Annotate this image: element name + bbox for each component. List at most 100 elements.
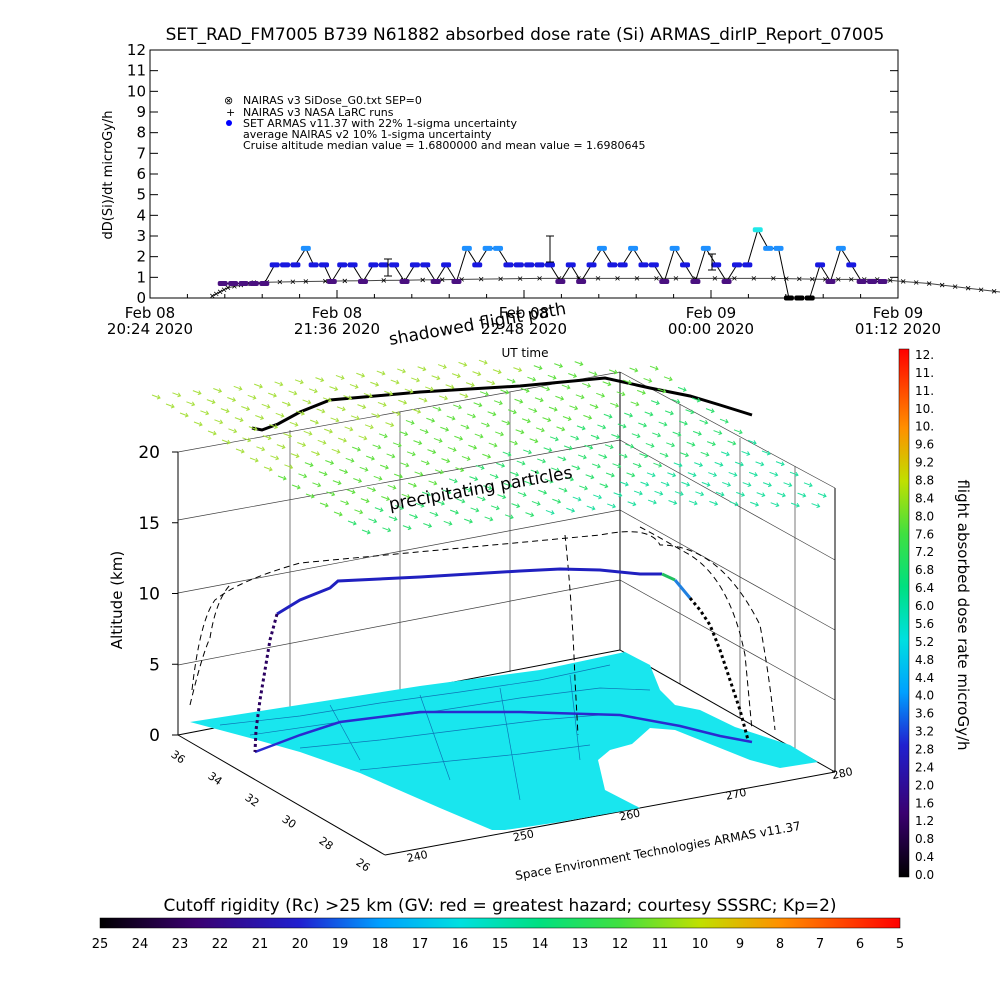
particle-arrow <box>467 413 476 419</box>
particle-arrow <box>543 447 553 453</box>
particle-arrow <box>453 404 462 410</box>
nairas-point <box>926 281 932 286</box>
particle-arrow <box>404 388 414 394</box>
particle-arrow <box>790 502 800 508</box>
top-x-tick-label-date: Feb 09 <box>873 304 923 322</box>
armas-point <box>347 262 358 268</box>
particle-arrow <box>427 449 437 455</box>
armas-point <box>217 281 228 287</box>
particle-arrow <box>415 502 425 508</box>
particle-arrow <box>611 434 621 439</box>
armas-point <box>752 227 763 233</box>
armas-point <box>482 245 493 251</box>
armas-point <box>238 281 249 287</box>
lat-tick-label: 34 <box>206 769 225 788</box>
particle-arrow <box>421 491 431 497</box>
particle-arrow <box>275 412 285 418</box>
alt-tick-label: 0 <box>149 726 160 746</box>
particle-arrow <box>727 440 737 446</box>
particle-arrow <box>527 376 537 382</box>
particle-arrow <box>685 409 695 415</box>
nairas-point <box>323 278 328 284</box>
particle-arrow <box>658 421 668 427</box>
dose-tick-label: 8.0 <box>915 509 934 523</box>
lon-tick-label: 280 <box>831 765 854 782</box>
rigidity-tick-label: 7 <box>816 937 824 952</box>
error-bars <box>384 235 716 277</box>
dose-tick-label: 2.4 <box>915 760 934 774</box>
particle-arrow <box>429 511 439 517</box>
particle-arrow <box>281 401 291 407</box>
lon-tick-label: 250 <box>512 827 535 844</box>
particle-arrow <box>423 523 433 528</box>
armas-point <box>596 245 607 251</box>
particle-arrow <box>443 520 453 526</box>
top-y-tick-label: 5 <box>136 186 146 204</box>
particle-arrow <box>551 467 560 473</box>
particle-arrow <box>372 444 382 450</box>
nairas-point <box>210 293 215 299</box>
top-y-tick-label: 6 <box>136 165 146 183</box>
nairas-point <box>887 278 893 283</box>
particle-arrow <box>363 392 373 398</box>
particle-arrow <box>172 392 182 398</box>
particle-arrow <box>535 427 545 433</box>
top-x-tick-label-time: 21:36 2020 <box>294 320 380 338</box>
particle-arrow <box>579 485 588 491</box>
particle-arrow <box>426 417 436 423</box>
particle-arrow <box>479 391 489 397</box>
particle-arrow <box>492 369 502 375</box>
rigidity-tick-label: 25 <box>92 937 109 952</box>
particle-arrow <box>668 500 678 505</box>
particle-arrow <box>549 436 559 442</box>
particle-arrow <box>274 381 284 387</box>
particle-arrow <box>666 442 676 448</box>
top-y-tick-label: 3 <box>136 227 146 245</box>
particle-arrow <box>638 422 648 428</box>
nairas-point <box>810 276 815 282</box>
nairas-point <box>991 289 997 294</box>
particle-arrow <box>381 496 391 501</box>
particle-arrow <box>391 410 401 416</box>
dose-tick-label: 1.2 <box>915 814 934 828</box>
top-y-tick-label: 0 <box>136 289 146 307</box>
particle-arrow <box>605 472 615 478</box>
particle-arrow <box>747 439 757 445</box>
particle-arrow <box>213 388 223 393</box>
dose-tick-label: 7.2 <box>915 545 934 559</box>
particle-arrow <box>699 419 709 425</box>
armas-point <box>659 278 670 284</box>
particle-arrow <box>392 442 402 448</box>
top-x-tick-label-date: Feb 08 <box>312 304 362 322</box>
particle-arrow <box>715 491 725 497</box>
particle-arrow <box>501 420 511 426</box>
nairas-point <box>225 285 231 290</box>
shadowed-path <box>189 526 776 736</box>
particle-arrow <box>428 480 438 486</box>
armas-point <box>690 278 701 284</box>
particle-arrow <box>420 460 430 466</box>
armas-point <box>825 278 836 284</box>
particle-arrow <box>591 463 601 469</box>
top-y-tick-label: 4 <box>136 206 146 224</box>
particle-arrow <box>533 365 543 371</box>
particle-arrow <box>312 482 322 488</box>
particle-arrow <box>630 401 640 407</box>
rigidity-colorbar-label: Cutoff rigidity (Rc) >25 km (GV: red = g… <box>163 896 836 916</box>
legend-item-larc: NAIRAS v3 NASA LaRC runs <box>243 106 394 119</box>
ground-track <box>254 710 753 754</box>
particle-arrow <box>582 382 592 388</box>
armas-point <box>638 262 649 268</box>
particle-arrow <box>335 374 345 380</box>
particle-arrow <box>412 408 422 414</box>
armas-point <box>409 262 420 268</box>
top-chart-y-label: dD(Si)/dt microGy/h <box>101 111 116 240</box>
legend-item-average: average NAIRAS v2 10% 1-sigma uncertaint… <box>243 128 492 141</box>
particle-arrow <box>418 397 428 403</box>
particle-arrow <box>659 452 669 458</box>
particle-arrow <box>538 489 548 495</box>
particle-arrow <box>382 527 392 533</box>
particle-arrow <box>469 476 479 482</box>
particle-arrow <box>722 481 732 487</box>
dose-tick-label: 2.8 <box>915 742 934 756</box>
